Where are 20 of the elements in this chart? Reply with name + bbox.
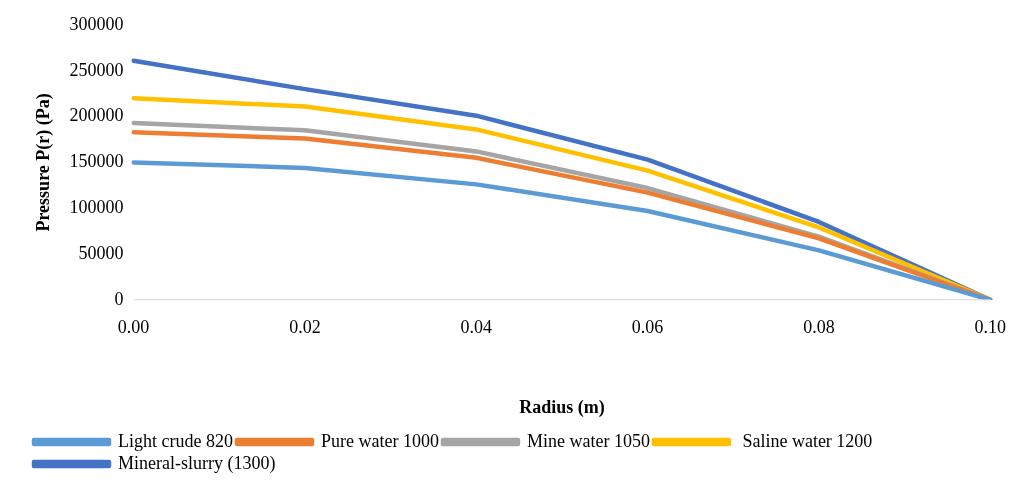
x-tick-label: 0.06 bbox=[631, 317, 664, 338]
legend-label: Light crude 820 bbox=[118, 430, 233, 451]
x-tick-label: 0.10 bbox=[974, 317, 1006, 338]
y-tick-label: 200000 bbox=[69, 105, 124, 126]
x-tick-label: 0.04 bbox=[460, 317, 493, 338]
y-tick-label: 250000 bbox=[69, 59, 124, 80]
x-tick-label: 0.02 bbox=[289, 317, 321, 338]
legend-label: Pure water 1000 bbox=[320, 430, 439, 451]
x-axis-title: Radius (m) bbox=[519, 396, 605, 418]
legend-label: Saline water 1200 bbox=[737, 430, 873, 451]
y-tick-label: 300000 bbox=[69, 13, 124, 34]
y-axis-title: Pressure P(r) (Pa) bbox=[33, 93, 55, 232]
y-tick-label: 0 bbox=[114, 288, 124, 309]
x-tick-label: 0.00 bbox=[117, 317, 150, 338]
y-tick-label: 50000 bbox=[78, 242, 124, 263]
legend-label: Mine water 1050 bbox=[526, 430, 650, 451]
y-tick-label: 100000 bbox=[69, 196, 124, 217]
y-tick-label: 150000 bbox=[69, 151, 124, 172]
x-tick-label: 0.08 bbox=[803, 317, 835, 338]
legend-label: Mineral-slurry (1300) bbox=[118, 452, 276, 474]
